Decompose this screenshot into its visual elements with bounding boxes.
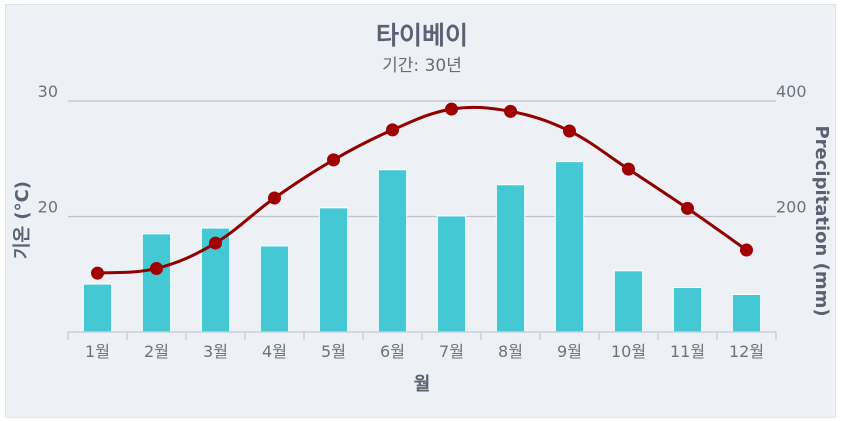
temperature-point-2	[150, 261, 163, 275]
left-tick-label-1: 30	[38, 82, 58, 101]
x-tick-label-7: 7월	[439, 342, 464, 361]
precipitation-bar-1	[82, 283, 113, 333]
x-tick-label-6: 6월	[380, 342, 405, 361]
temperature-point-10	[622, 162, 635, 176]
temperature-line	[91, 102, 753, 280]
x-tick-label-2: 2월	[144, 342, 169, 361]
x-tick-label-1: 1월	[85, 342, 110, 361]
precipitation-bar-4	[259, 245, 290, 333]
x-tick-label-12: 12월	[729, 342, 764, 361]
precipitation-bar-12	[731, 293, 762, 333]
chart-subtitle: 기간: 30년	[382, 56, 462, 76]
right-tick-label-1: 400	[776, 82, 807, 101]
precipitation-bar-5	[318, 207, 349, 333]
temperature-point-4	[268, 191, 281, 205]
precipitation-bar-11	[672, 287, 703, 333]
precipitation-bar-10	[613, 270, 644, 333]
left-axis-title: 기온 (°C)	[12, 181, 33, 259]
x-axis: 1월 2월 3월 4월 5월 6월 7월 8월 9월 10월 11월 12월	[67, 331, 777, 361]
temperature-point-11	[681, 201, 694, 215]
chart-title: 타이베이	[376, 21, 468, 50]
temperature-point-9	[563, 124, 576, 138]
temperature-point-5	[327, 153, 340, 167]
precipitation-bar-8	[495, 184, 526, 333]
precipitation-bar-6	[377, 169, 408, 333]
chart-frame: 타이베이 기간: 30년 1월 2월 3월 4월 5월 6월 7월 8월 9월 10월 11월 12월…	[5, 4, 836, 418]
x-tick-label-10: 10월	[611, 342, 646, 361]
temperature-line-path	[97, 105, 748, 275]
gridlines	[68, 100, 776, 218]
x-tick-label-5: 5월	[321, 342, 346, 361]
right-tick-label-0: 200	[776, 198, 807, 217]
temperature-point-7	[445, 102, 458, 116]
temperature-point-1	[91, 266, 104, 280]
temperature-point-3	[209, 236, 222, 250]
x-axis-title: 월	[414, 374, 431, 395]
temperature-point-8	[504, 104, 517, 118]
x-tick-label-4: 4월	[262, 342, 287, 361]
precipitation-bar-7	[436, 215, 467, 333]
x-tick-label-3: 3월	[203, 342, 228, 361]
x-tick-label-9: 9월	[557, 342, 582, 361]
precipitation-bar-9	[554, 161, 585, 333]
right-axis-ticks: 200 400	[776, 82, 807, 217]
right-axis-title: Precipitation (mm)	[811, 125, 832, 316]
x-tick-label-11: 11월	[670, 342, 705, 361]
temperature-point-12	[740, 243, 753, 257]
left-tick-label-0: 20	[38, 198, 58, 217]
precipitation-bar-2	[141, 233, 172, 333]
x-tick-label-8: 8월	[498, 342, 523, 361]
climate-chart: 타이베이 기간: 30년 1월 2월 3월 4월 5월 6월 7월 8월 9월 10월 11월 12월…	[12, 21, 832, 395]
precipitation-bars	[82, 161, 762, 333]
temperature-point-6	[386, 123, 399, 137]
